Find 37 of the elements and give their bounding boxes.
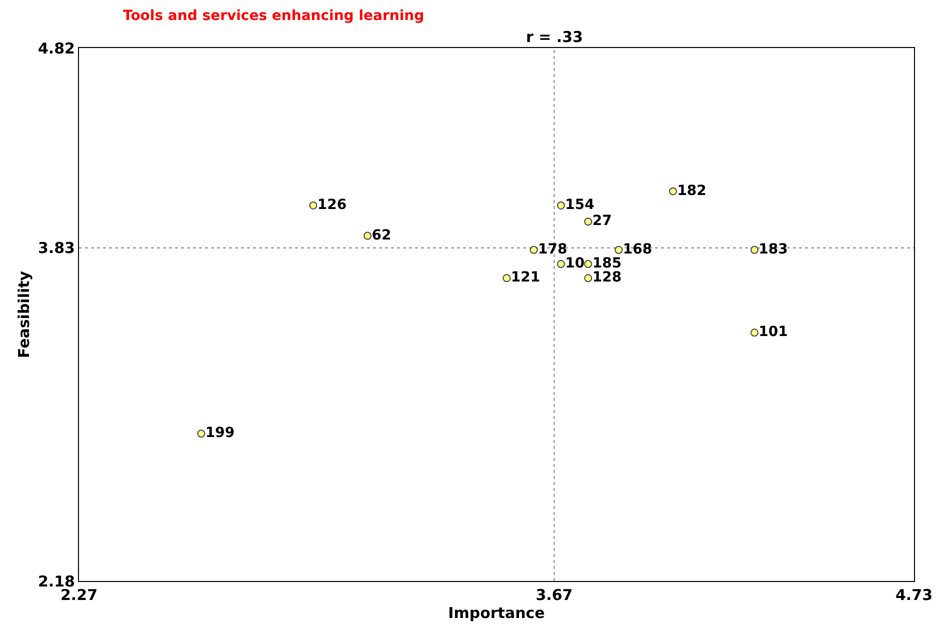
x-tick-label: 4.73: [895, 586, 933, 604]
annotation: 27: [588, 213, 612, 230]
chart-subtitle: r = .33: [526, 28, 583, 46]
point: [584, 274, 592, 282]
annotation: 10: [560, 256, 585, 272]
point: [530, 246, 538, 254]
annotation: 183: [754, 241, 788, 258]
point: [364, 232, 372, 240]
point: [309, 201, 318, 210]
x-axis-title: Importance: [448, 604, 545, 622]
annotation: 154: [560, 196, 595, 213]
x-tick-label: 2.27: [60, 586, 98, 604]
annotation: 126: [313, 196, 347, 213]
point: [669, 187, 677, 196]
annotation: 168: [618, 241, 652, 258]
y-tick-label: 3.83: [38, 239, 75, 258]
annotation: 199: [201, 425, 235, 442]
annotation: 185: [588, 256, 622, 272]
annotation: 178: [534, 241, 568, 258]
annotation: 62: [368, 227, 392, 244]
annotation: 101: [754, 324, 788, 340]
annotation: 121: [506, 270, 540, 286]
point: [750, 328, 758, 337]
point: [502, 274, 511, 282]
annotation: 128: [588, 270, 622, 286]
point: [584, 260, 592, 268]
annotation: 182: [673, 182, 706, 199]
point: [556, 260, 565, 268]
x-tick-label: 3.67: [536, 586, 573, 604]
point: [197, 430, 206, 438]
point: [584, 218, 592, 226]
point: [556, 201, 565, 210]
point: [614, 246, 623, 254]
y-tick-label: 4.82: [38, 39, 75, 58]
chart-title: Tools and services enhancing learning: [123, 8, 424, 24]
point: [750, 246, 758, 254]
y-axis-title: Feasibility: [15, 270, 34, 358]
